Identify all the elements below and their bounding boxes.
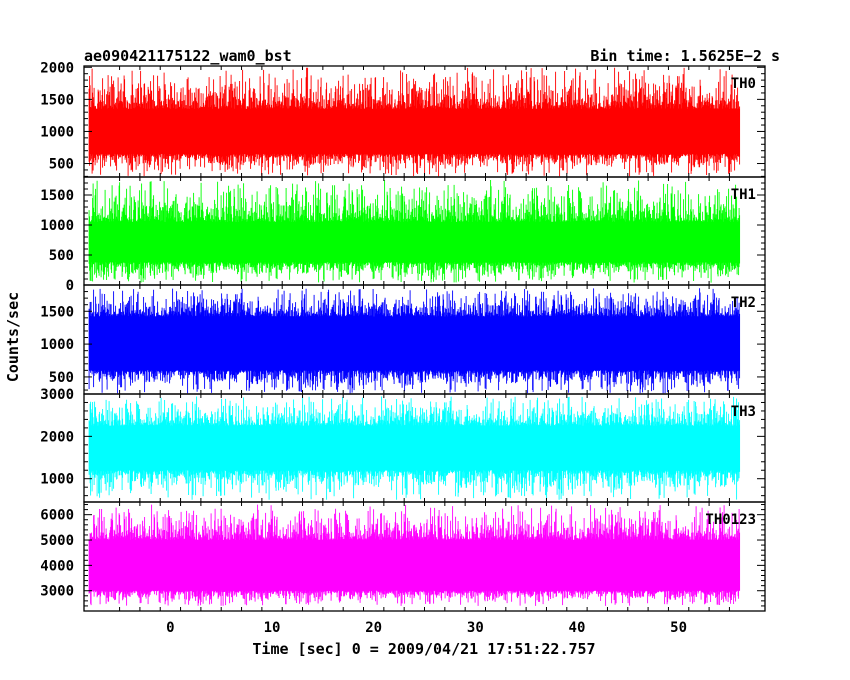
y-tick-label: 1000 [40,337,74,353]
panel-label-th0: TH0 [731,76,756,92]
panel-label-th3: TH3 [731,404,756,420]
x-tick-label: 50 [670,620,687,636]
y-tick-label: 1000 [40,472,74,488]
series-th1 [88,180,741,283]
y-tick-label: 3000 [40,584,74,600]
y-tick-label: 2000 [40,429,74,445]
series-th0 [88,67,741,177]
y-tick-label: 1500 [40,304,74,320]
x-tick-label: 30 [467,620,484,636]
x-tick-label: 20 [365,620,382,636]
series-th2 [88,288,741,394]
y-tick-label: 0 [66,278,74,294]
y-tick-label: 500 [49,248,74,264]
y-tick-label: 4000 [40,558,74,574]
y-tick-label: 2000 [40,60,74,76]
y-tick-label: 1000 [40,218,74,234]
x-tick-label: 40 [569,620,586,636]
x-tick-label: 10 [264,620,281,636]
y-axis-title: Counts/sec [4,292,22,382]
panel-th1: 0 500 1000 1500 TH1 [40,176,766,294]
panel-th3: 1000 2000 3000 TH3 [40,387,766,503]
panel-label-th2: TH2 [731,295,756,311]
chart-title: ae090421175122_wam0_bst [84,47,292,65]
panel-th0123: 3000 4000 5000 6000 TH0123 [40,501,766,612]
y-tick-label: 5000 [40,533,74,549]
y-tick-label: 1000 [40,124,74,140]
x-axis-title: Time [sec] 0 = 2009/04/21 17:51:22.757 [252,640,595,658]
panel-th2: 500 1000 1500 TH2 [40,284,766,395]
y-tick-label: 500 [49,370,74,386]
series-th0123 [88,504,741,606]
y-tick-label: 1500 [40,188,74,204]
x-axis: 0 10 20 30 40 50 [166,620,687,636]
x-tick-label: 0 [166,620,174,636]
y-tick-label: 3000 [40,387,74,403]
y-tick-label: 500 [49,157,74,173]
series-th3 [88,396,741,500]
y-tick-label: 1500 [40,92,74,108]
panel-label-th1: TH1 [731,187,756,203]
panel-th0: 500 1000 1500 2000 TH0 [40,60,766,178]
panel-label-th0123: TH0123 [705,512,756,528]
y-tick-label: 6000 [40,508,74,524]
bin-time-label: Bin time: 1.5625E−2 s [590,47,780,65]
